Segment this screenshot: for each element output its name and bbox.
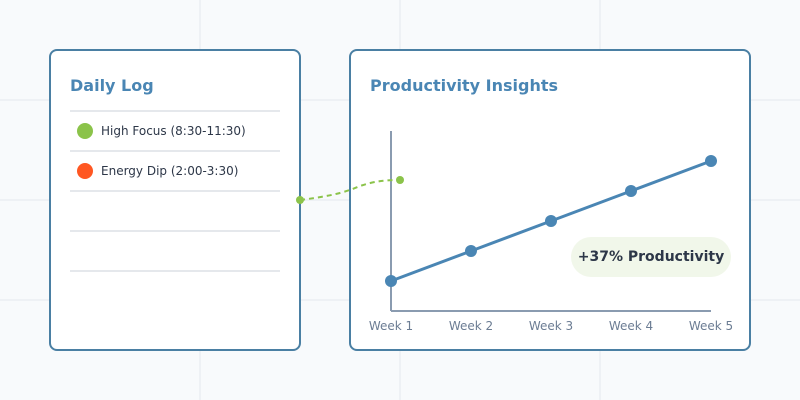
x-tick-label: Week 5 bbox=[688, 319, 734, 333]
data-point-week-5[interactable] bbox=[705, 155, 717, 167]
green-status-dot-icon bbox=[77, 123, 93, 139]
divider bbox=[70, 150, 280, 152]
insights-title: Productivity Insights bbox=[370, 76, 558, 95]
productivity-badge: +37% Productivity bbox=[571, 237, 731, 277]
log-item-label: High Focus (8:30-11:30) bbox=[101, 124, 246, 138]
x-tick-label: Week 2 bbox=[448, 319, 494, 333]
productivity-insights-card: Productivity Insights +37% Productivity … bbox=[349, 49, 751, 351]
log-item-high-focus[interactable]: High Focus (8:30-11:30) bbox=[77, 121, 246, 141]
data-point-week-2[interactable] bbox=[465, 245, 477, 257]
divider bbox=[70, 230, 280, 232]
divider bbox=[70, 270, 280, 272]
daily-log-title: Daily Log bbox=[70, 76, 154, 95]
divider bbox=[70, 190, 280, 192]
data-point-week-4[interactable] bbox=[625, 185, 637, 197]
log-item-label: Energy Dip (2:00-3:30) bbox=[101, 164, 239, 178]
x-tick-label: Week 1 bbox=[368, 319, 414, 333]
x-tick-label: Week 4 bbox=[608, 319, 654, 333]
data-point-week-3[interactable] bbox=[545, 215, 557, 227]
data-point-week-1[interactable] bbox=[385, 275, 397, 287]
log-item-energy-dip[interactable]: Energy Dip (2:00-3:30) bbox=[77, 161, 238, 181]
productivity-line-chart bbox=[385, 131, 717, 312]
daily-log-card: Daily Log High Focus (8:30-11:30) Energy… bbox=[49, 49, 301, 351]
x-tick-label: Week 3 bbox=[528, 319, 574, 333]
orange-status-dot-icon bbox=[77, 163, 93, 179]
divider bbox=[70, 110, 280, 112]
